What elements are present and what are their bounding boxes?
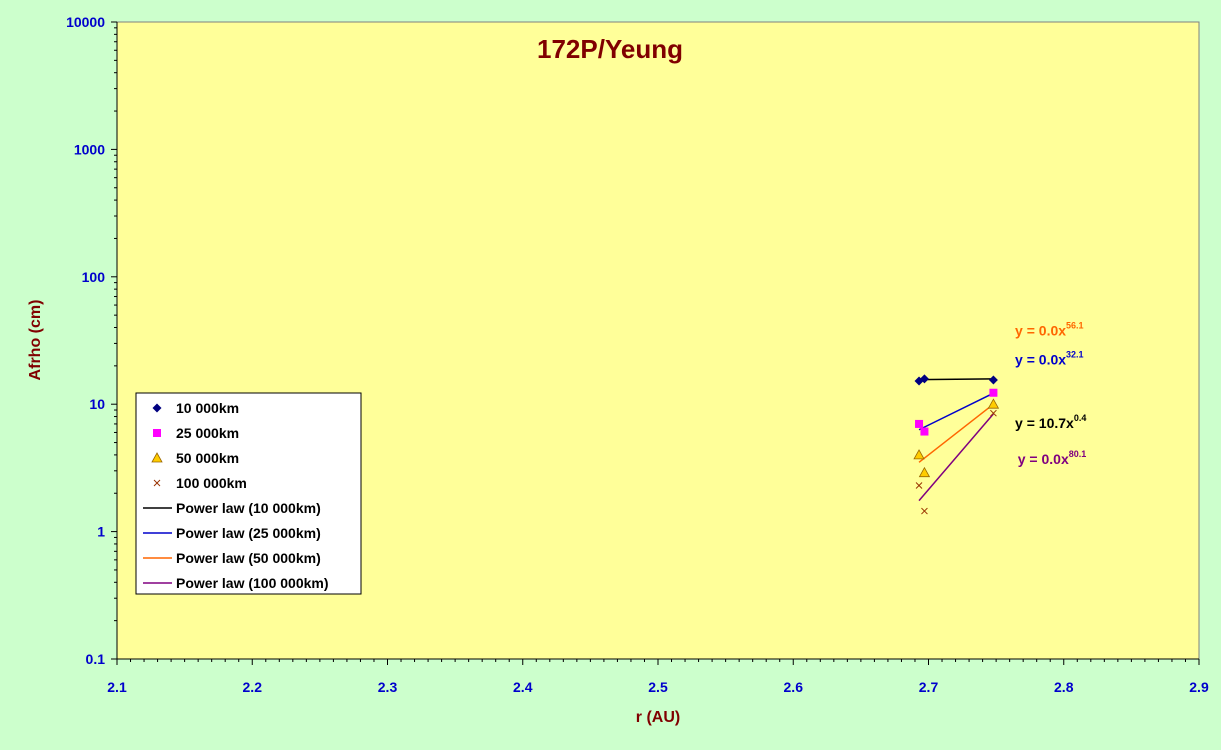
trendline [918, 392, 994, 431]
data-point-triangle [913, 449, 925, 460]
equation-base: y = 0.0x [1015, 351, 1066, 367]
trendlines [918, 378, 994, 502]
trendline [919, 378, 994, 381]
legend-label: Power law (10 000km) [176, 500, 321, 516]
x-tick-label: 2.9 [1189, 679, 1209, 695]
equation-exponent: 56.1 [1066, 321, 1084, 331]
x-axis-title: r (AU) [636, 709, 680, 726]
trendline [918, 413, 994, 502]
legend-marker [153, 429, 161, 437]
legend-label: Power law (25 000km) [176, 525, 321, 541]
x-tick-label: 2.8 [1054, 679, 1074, 695]
x-marker-stroke [990, 409, 997, 417]
legend-label: 10 000km [176, 400, 239, 416]
legend-box [135, 392, 362, 595]
data-point-square [915, 419, 924, 428]
trend-equation: y = 0.0x56.1 [1015, 321, 1084, 339]
legend-label: Power law (100 000km) [176, 575, 329, 591]
x-marker-stroke [915, 482, 923, 489]
x-tick-label: 2.5 [648, 679, 668, 695]
chart-title: 172P/Yeung [537, 34, 683, 64]
trend-equation: y = 0.0x80.1 [1018, 449, 1087, 467]
equation-base: y = 0.0x [1015, 323, 1066, 339]
legend-label: 100 000km [176, 475, 247, 491]
trend-equations: y = 10.7x0.4y = 0.0x32.1y = 0.0x56.1y = … [1015, 321, 1086, 467]
x-tick-label: 2.2 [243, 679, 263, 695]
y-tick-label: 1 [97, 524, 105, 540]
x-tick-label: 2.4 [513, 679, 533, 695]
trend-equation: y = 10.7x0.4 [1015, 413, 1086, 431]
data-point-triangle [918, 466, 931, 478]
y-tick-label: 100 [82, 269, 106, 285]
equation-base: y = 10.7x [1015, 415, 1074, 431]
y-tick-label: 1000 [74, 141, 105, 157]
legend: 10 000km 25 000km 50 000km 100 000km Power l… [135, 392, 362, 595]
legend-label: 50 000km [176, 450, 239, 466]
y-axis-title: Afrho (cm) [27, 300, 44, 381]
equation-exponent: 32.1 [1066, 349, 1084, 359]
data-point-triangle [987, 398, 1000, 409]
x-tick-label: 2.1 [107, 679, 127, 695]
y-tick-label: 10 [89, 396, 105, 412]
data-point-x [915, 482, 923, 489]
y-tick-label: 10000 [66, 14, 105, 30]
equation-exponent: 80.1 [1069, 449, 1087, 459]
data-point-diamond [919, 374, 929, 384]
equation-exponent: 0.4 [1074, 413, 1087, 423]
data-points [913, 374, 1000, 515]
trend-equation: y = 0.0x32.1 [1015, 349, 1084, 367]
x-tick-label: 2.6 [784, 679, 804, 695]
equation-base: y = 0.0x [1018, 451, 1069, 467]
data-point-diamond [988, 375, 998, 385]
data-point-x [921, 507, 928, 515]
legend-label: Power law (50 000km) [176, 550, 321, 566]
legend-label: 25 000km [176, 425, 239, 441]
data-point-square [920, 427, 929, 436]
trendline [918, 403, 994, 463]
x-tick-label: 2.3 [378, 679, 398, 695]
x-marker-stroke [921, 507, 928, 515]
data-point-x [990, 409, 997, 417]
y-tick-label: 0.1 [86, 651, 106, 667]
axes: 2.1 2.2 2.3 2.4 2.5 2.6 2.7 2.8 2.9 0.1 1 10 100 1000… [66, 14, 1209, 695]
legend-marker [151, 452, 163, 463]
x-marker-stroke [153, 479, 161, 487]
legend-marker [153, 479, 161, 487]
legend-marker [152, 403, 162, 413]
x-tick-label: 2.7 [919, 679, 939, 695]
data-point-square [989, 388, 998, 397]
